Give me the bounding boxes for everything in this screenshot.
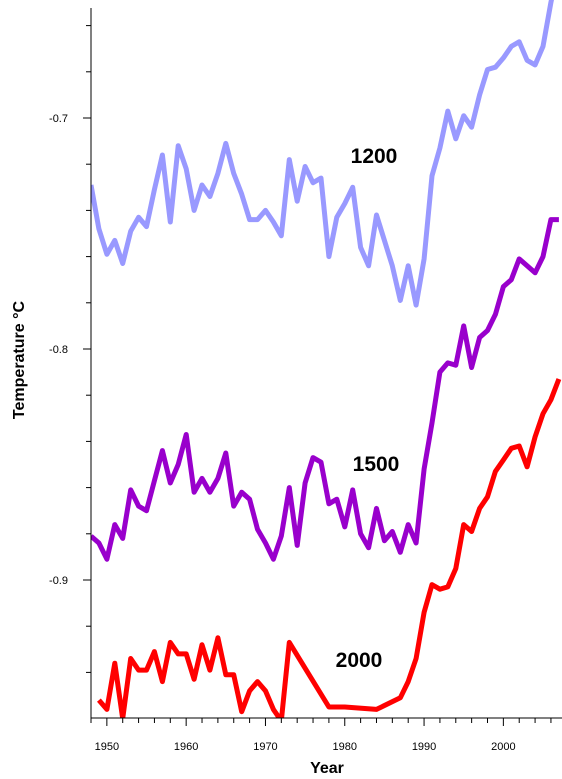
series-line-1200	[91, 0, 554, 308]
y-tick-label: -0.7	[49, 113, 68, 125]
y-tick-label: -0.8	[49, 344, 68, 356]
x-tick-label: 1990	[412, 741, 436, 753]
series-label-1200: 1200	[351, 145, 398, 168]
ticks-layer: 1950 1960 1970 1980 1990 2000 -0.7 -0.8 -0.9	[49, 25, 552, 753]
x-tick-label: 1950	[95, 741, 119, 753]
x-tick-label: 1960	[174, 741, 198, 753]
axes-layer	[90, 8, 562, 719]
y-axis-title: Temperature °C	[11, 300, 28, 419]
series-label-1500: 1500	[353, 453, 400, 476]
x-tick-label: 1980	[333, 741, 357, 753]
series-line-2000	[97, 378, 562, 718]
y-tick-label: -0.9	[49, 575, 68, 587]
series-line-1500	[91, 217, 559, 562]
series-labels: 1200 1500 2000	[336, 145, 400, 672]
series-layer	[91, 0, 562, 718]
x-axis-title: Year	[310, 760, 344, 777]
series-label-2000: 2000	[336, 649, 383, 672]
x-tick-label: 2000	[491, 741, 515, 753]
x-tick-label: 1970	[253, 741, 277, 753]
